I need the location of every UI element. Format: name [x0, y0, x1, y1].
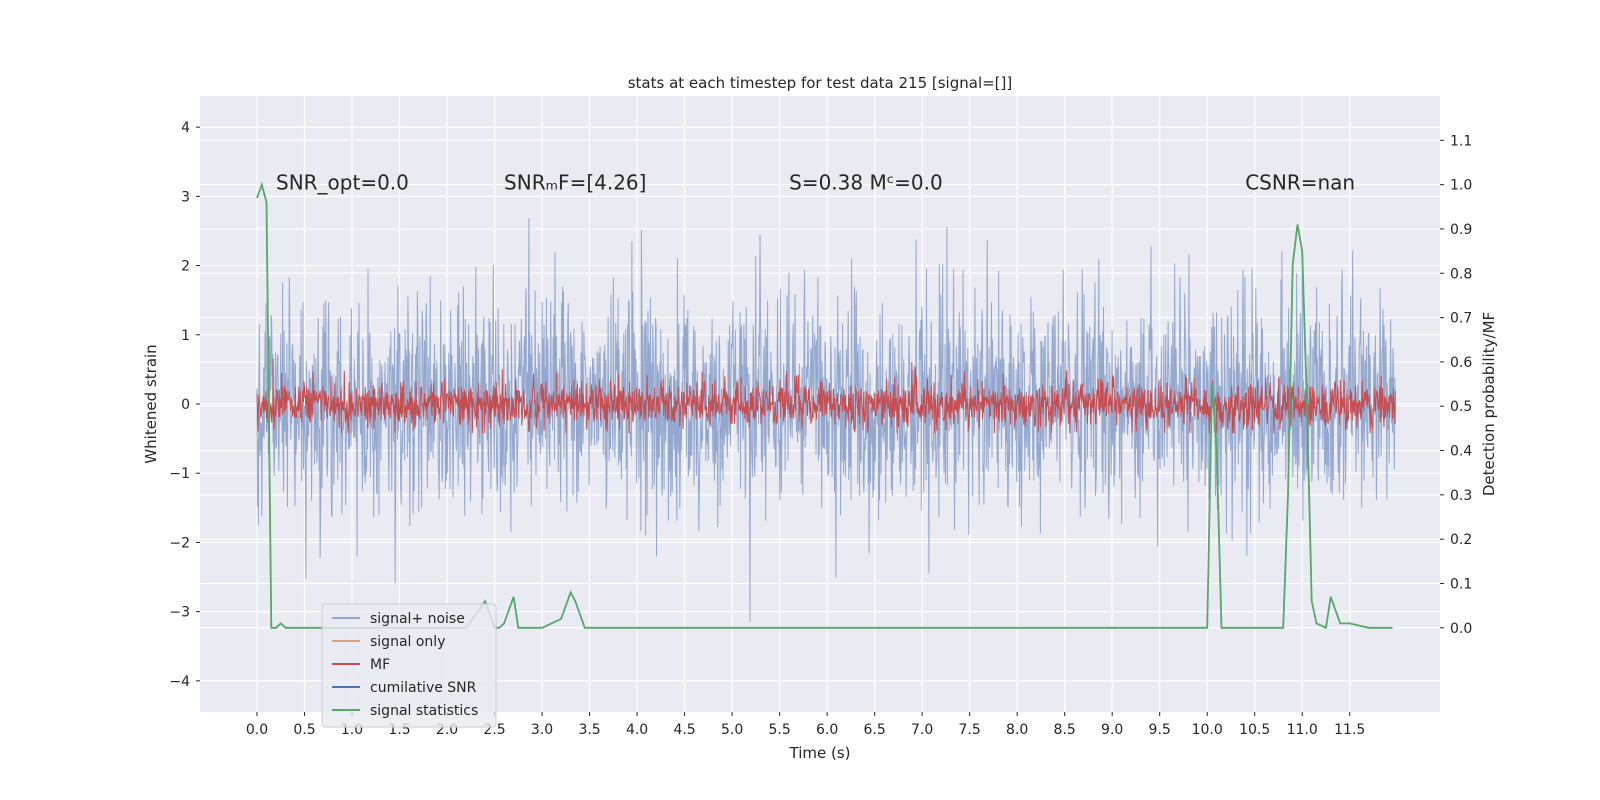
x-tick-label: 11.5 [1334, 722, 1365, 738]
y-axis-label: Whitened strain [142, 344, 160, 463]
y2-tick-label: 0.2 [1450, 532, 1472, 548]
series-line [256, 217, 1396, 623]
y-tick-label: −2 [169, 535, 190, 551]
y2-tick-label: 0.5 [1450, 399, 1472, 415]
x-tick-label: 10.0 [1192, 722, 1223, 738]
y-axis-ticks: −4 −3 −2 −1 0 1 2 3 4 [169, 120, 200, 690]
legend-entry: signal statistics [370, 703, 478, 719]
legend-entry: signal+ noise [370, 611, 465, 627]
y2-tick-label: 0.6 [1450, 355, 1472, 371]
x-tick-label: 3.0 [531, 722, 553, 738]
y2-tick-label: 0.8 [1450, 266, 1472, 282]
x-tick-label: 5.5 [768, 722, 790, 738]
y2-axis-ticks: 0.0 0.1 0.2 0.3 0.4 0.5 0.6 0.7 0.8 0.9 1.0 1.1 [1440, 133, 1472, 637]
series-line [256, 358, 1396, 434]
y-tick-label: −1 [169, 466, 190, 482]
y2-tick-label: 1.1 [1450, 133, 1472, 149]
y2-tick-label: 0.0 [1450, 621, 1472, 637]
legend-entry: MF [370, 657, 390, 673]
chart-title: stats at each timestep for test data 215… [628, 74, 1013, 92]
y-tick-label: 3 [181, 189, 190, 205]
y-tick-label: 4 [181, 120, 190, 136]
annotation-text: SNR_opt=0.0 [276, 171, 409, 195]
legend-entry: cumilative SNR [370, 680, 477, 696]
y2-tick-label: 0.1 [1450, 576, 1472, 592]
x-tick-label: 10.5 [1239, 722, 1270, 738]
y-tick-label: 1 [181, 328, 190, 344]
x-tick-label: 8.5 [1054, 722, 1076, 738]
y2-axis-label: Detection probability/MF [1480, 312, 1498, 496]
x-tick-label: 9.5 [1149, 722, 1171, 738]
y2-tick-label: 0.4 [1450, 444, 1472, 460]
annotations: SNR_opt=0.0 SNRₘF=[4.26] S=0.38 Mᶜ=0.0 CSNR… [276, 171, 1355, 195]
legend: signal+ noise signal only MF cumilative SNR… [321, 603, 497, 728]
x-axis-label: Time (s) [789, 744, 851, 762]
y-tick-label: 0 [181, 397, 190, 413]
x-tick-label: 4.5 [673, 722, 695, 738]
x-tick-label: 3.5 [578, 722, 600, 738]
legend-entry: signal only [370, 634, 445, 650]
y2-tick-label: 0.3 [1450, 488, 1472, 504]
annotation-text: S=0.38 Mᶜ=0.0 [789, 171, 943, 195]
y2-tick-label: 1.0 [1450, 178, 1472, 194]
y-tick-label: −3 [169, 605, 190, 621]
x-tick-label: 9.0 [1101, 722, 1123, 738]
x-tick-label: 0.5 [293, 722, 315, 738]
x-tick-label: 5.0 [721, 722, 743, 738]
x-tick-label: 6.5 [864, 722, 886, 738]
x-tick-label: 7.5 [959, 722, 981, 738]
y-tick-label: 2 [181, 259, 190, 275]
x-tick-label: 0.0 [246, 722, 268, 738]
y2-tick-label: 0.7 [1450, 311, 1472, 327]
x-tick-label: 4.0 [626, 722, 648, 738]
annotation-text: SNRₘF=[4.26] [504, 171, 646, 195]
x-tick-label: 7.0 [911, 722, 933, 738]
x-tick-label: 11.0 [1287, 722, 1318, 738]
y-tick-label: −4 [169, 674, 190, 690]
annotation-text: CSNR=nan [1245, 171, 1355, 195]
x-tick-label: 8.0 [1006, 722, 1028, 738]
x-tick-label: 6.0 [816, 722, 838, 738]
legend-box [321, 603, 497, 728]
y2-tick-label: 0.9 [1450, 222, 1472, 238]
x-axis-ticks: 0.0 0.5 1.0 1.5 2.0 2.5 3.0 3.5 4.0 4.5 5.0 5.5 6.0 6… [246, 712, 1365, 738]
